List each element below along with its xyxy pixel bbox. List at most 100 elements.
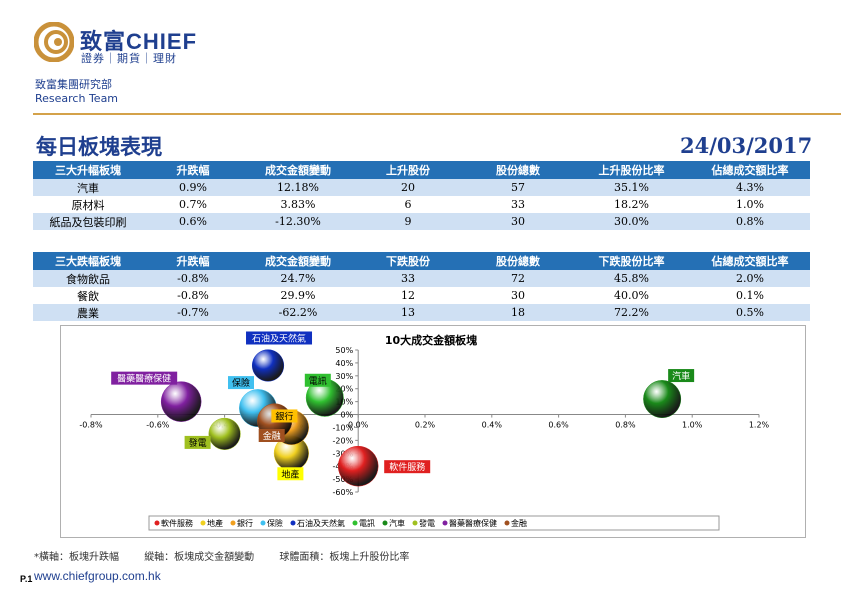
- top-sectors-table: 三大升幅板塊 升跌幅 成交金額變動 上升股份 股份總數 上升股份比率 佔總成交額…: [33, 161, 810, 230]
- page-number: P.1: [20, 574, 33, 584]
- col-header: 成交金額變動: [243, 252, 353, 270]
- table-cell: -0.8%: [143, 270, 243, 287]
- bubble-tag-bg: [184, 435, 211, 449]
- y-tick-label: 0%: [340, 411, 353, 420]
- report-date: 24/03/2017: [680, 133, 813, 158]
- legend-marker: [412, 520, 418, 526]
- bubble-tag-bg: [384, 460, 431, 474]
- table-cell: 0.1%: [736, 289, 764, 302]
- bubble-tag-bg: [277, 467, 304, 481]
- table-cell: 33: [511, 198, 525, 211]
- table-cell: 18.2%: [614, 198, 649, 211]
- table-cell: 72: [463, 270, 573, 287]
- legend-label: 電訊: [359, 518, 375, 528]
- col-header: 三大跌幅板塊: [33, 252, 143, 270]
- table-cell: 3.83%: [280, 198, 316, 211]
- bubble-point: [251, 349, 285, 382]
- table-cell: 0.7%: [179, 198, 207, 211]
- table-row: 農業 -0.7% -62.2% 13 18 72.2% 0.5%: [33, 304, 810, 321]
- col-header: 升跌幅: [143, 252, 243, 270]
- legend-label: 銀行: [237, 518, 253, 528]
- x-tick-label: 1.2%: [749, 421, 770, 430]
- table-header-row: 三大升幅板塊 升跌幅 成交金額變動 上升股份 股份總數 上升股份比率 佔總成交額…: [33, 161, 810, 179]
- brand-name-cn: 致富: [80, 30, 127, 55]
- col-header: 上升股份: [353, 161, 463, 179]
- department-cn: 致富集團研究部: [35, 78, 112, 91]
- x-tick-label: 0.2%: [415, 421, 436, 430]
- table-cell: 30.0%: [573, 213, 690, 230]
- col-header: 上升股份比率: [573, 161, 690, 179]
- page-title: 每日板塊表現: [36, 134, 162, 159]
- col-header: 股份總數: [463, 161, 573, 179]
- table-cell: -0.8%: [177, 289, 209, 302]
- table-row: 原材料 0.7% 3.83% 6 33 18.2% 1.0%: [33, 196, 810, 213]
- x-tick-label: 0.4%: [482, 421, 503, 430]
- col-header: 升跌幅: [143, 161, 243, 179]
- x-tick-label: 0.0%: [348, 421, 369, 430]
- footer-url[interactable]: www.chiefgroup.com.hk: [34, 569, 161, 583]
- legend-marker: [260, 520, 266, 526]
- legend-label: 地產: [207, 518, 223, 528]
- table-cell: 紙品及包裝印刷: [33, 213, 143, 230]
- table-cell: 35.1%: [573, 179, 690, 196]
- department: 致富集團研究部 Research Team: [35, 78, 118, 106]
- x-tick-label: -0.6%: [146, 421, 170, 430]
- bubble-tag-bg: [304, 373, 331, 387]
- bubble-tag-label: 醫藥醫療保健: [117, 373, 171, 385]
- col-header: 股份總數: [463, 252, 573, 270]
- bubble-tag-label: 汽車: [672, 370, 690, 382]
- table-cell: 33: [353, 270, 463, 287]
- table-cell: 18: [463, 304, 573, 321]
- bubble-tag-label: 金融: [263, 430, 281, 442]
- legend-marker: [442, 520, 448, 526]
- x-tick-label: 0.8%: [615, 421, 636, 430]
- bubble-tag-bg: [271, 409, 298, 423]
- y-tick-label: 50%: [335, 346, 353, 355]
- bubble-point: [208, 417, 241, 450]
- header-divider: [33, 113, 841, 115]
- col-header: 下跌股份比率: [573, 252, 690, 270]
- table-cell: 45.8%: [573, 270, 690, 287]
- bubble-point: [160, 381, 202, 422]
- table-cell: 12: [401, 289, 415, 302]
- bubble-tag-label: 發電: [189, 437, 207, 449]
- legend-label: 醫藥醫療保健: [449, 518, 497, 528]
- legend-label: 發電: [419, 519, 435, 528]
- bubble-tag-bg: [246, 331, 313, 345]
- legend-marker: [200, 520, 206, 526]
- footnote-bubble: 球體面積：板塊上升股份比率: [279, 552, 410, 563]
- legend-label: 汽車: [389, 518, 405, 528]
- table-cell: 6: [404, 198, 412, 211]
- col-header: 三大升幅板塊: [33, 161, 143, 179]
- bubble-tag-label: 地產: [281, 468, 299, 480]
- legend-label: 保險: [267, 518, 283, 528]
- table-cell: 0.9%: [143, 179, 243, 196]
- footnote-x-axis: *橫軸：板塊升跌幅: [34, 552, 119, 563]
- table-cell: 20: [353, 179, 463, 196]
- department-en: Research Team: [35, 92, 119, 105]
- y-tick-label: -20%: [333, 436, 354, 445]
- chart-title: 10大成交金額板塊: [385, 333, 477, 347]
- table-cell: 30: [511, 289, 525, 302]
- table-row: 食物飲品 -0.8% 24.7% 33 72 45.8% 2.0%: [33, 270, 810, 287]
- table-cell: -62.2%: [243, 304, 353, 321]
- legend-marker: [352, 520, 358, 526]
- bottom-sectors-table: 三大跌幅板塊 升跌幅 成交金額變動 下跌股份 股份總數 下跌股份比率 佔總成交額…: [33, 252, 810, 321]
- bubble-tag-bg: [668, 369, 695, 383]
- table-cell: 0.6%: [143, 213, 243, 230]
- col-header: 下跌股份: [353, 252, 463, 270]
- y-tick-label: -10%: [333, 423, 354, 432]
- legend-label: 石油及天然氣: [297, 518, 345, 528]
- table-cell: 農業: [33, 304, 143, 321]
- bubble-tag-label: 銀行: [275, 410, 293, 422]
- col-header: 佔總成交額比率: [690, 161, 810, 179]
- table-cell: 30: [463, 213, 573, 230]
- legend-marker: [382, 520, 388, 526]
- col-header: 成交金額變動: [243, 161, 353, 179]
- table-cell: 0.5%: [690, 304, 810, 321]
- bubble-tag-label: 保險: [232, 377, 250, 389]
- legend-marker: [290, 520, 296, 526]
- table-cell: 29.9%: [280, 289, 316, 302]
- table-cell: 24.7%: [243, 270, 353, 287]
- table-cell: 汽車: [33, 179, 143, 196]
